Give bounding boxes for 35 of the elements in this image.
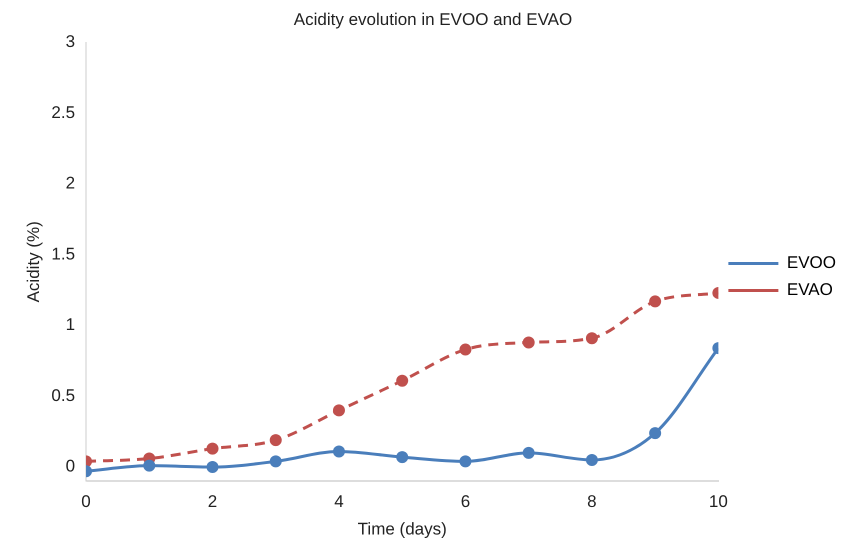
point xyxy=(586,332,598,344)
x-tick-label: 8 xyxy=(587,492,597,512)
y-tick-label: 2 xyxy=(66,174,76,193)
point xyxy=(522,336,535,348)
point xyxy=(459,455,472,468)
point xyxy=(459,344,472,356)
y-tick-label: 1.5 xyxy=(51,244,76,264)
y-axis-title: Acidity (%) xyxy=(24,221,43,302)
point xyxy=(396,451,408,464)
y-tick-label: 0.5 xyxy=(51,386,76,405)
point xyxy=(206,461,218,474)
x-tick-label: 4 xyxy=(334,492,344,512)
x-tick-label: 6 xyxy=(460,492,470,512)
y-tick-label: 0 xyxy=(66,456,76,476)
point xyxy=(649,427,662,440)
y-tick-label: 2.5 xyxy=(51,102,76,122)
point xyxy=(143,460,156,472)
y-tick-label: 1 xyxy=(66,315,76,334)
point xyxy=(396,374,408,387)
point xyxy=(270,434,282,446)
x-tick-label: 0 xyxy=(81,492,91,512)
point xyxy=(332,445,345,458)
point xyxy=(270,455,282,468)
point xyxy=(206,442,218,455)
x-tick-label: 2 xyxy=(208,492,218,512)
legend-label: EVAO xyxy=(786,280,833,300)
legend-label: EVOO xyxy=(786,253,836,272)
x-tick-label: 10 xyxy=(708,492,728,512)
point xyxy=(586,454,598,466)
point xyxy=(332,404,345,416)
x-axis-title: Time (days) xyxy=(358,519,447,538)
y-tick-label: 3 xyxy=(66,32,76,52)
point xyxy=(649,295,662,308)
chart-title: Acidity evolution in EVOO and EVAO xyxy=(294,10,572,29)
point xyxy=(522,446,535,459)
